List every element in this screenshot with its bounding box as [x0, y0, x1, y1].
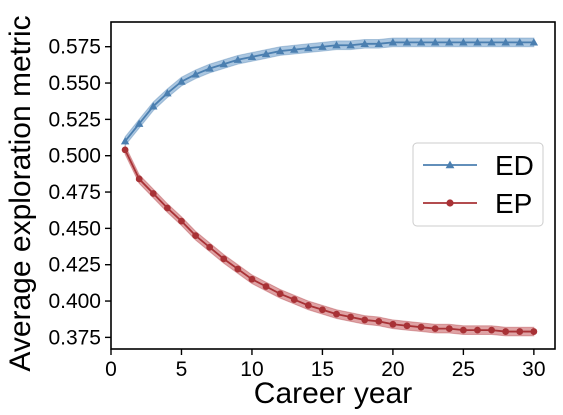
ed-point	[275, 46, 285, 55]
ep-point	[488, 326, 495, 334]
ed-point	[304, 43, 313, 52]
y-tick-label: 0.375	[48, 326, 101, 349]
ep-point	[375, 317, 383, 325]
ep-point	[304, 302, 312, 309]
ed-confidence-band	[124, 37, 535, 147]
ed-point	[416, 38, 426, 46]
ep-point	[192, 232, 199, 240]
x-tick-label: 10	[240, 358, 263, 381]
ep-point	[163, 204, 171, 212]
x-tick-label: 15	[311, 358, 334, 381]
ed-point	[318, 42, 327, 50]
ep-point	[276, 290, 284, 298]
ep-point	[347, 313, 355, 321]
ed-point	[515, 38, 524, 46]
y-axis-title: Average exploration metric	[4, 15, 37, 371]
ep-point	[516, 328, 524, 335]
ep-point	[431, 325, 439, 333]
x-tick-label: 5	[176, 358, 188, 381]
ed-point	[529, 38, 539, 46]
ed-point	[219, 59, 228, 68]
x-axis-title: Career year	[254, 377, 412, 410]
ed-point	[205, 64, 214, 72]
ep-point	[262, 283, 270, 290]
ed-point	[402, 38, 412, 46]
ep-point	[502, 328, 510, 335]
ed-point	[247, 52, 257, 61]
ep-confidence-band	[124, 145, 535, 337]
ed-legend-marker	[445, 160, 455, 169]
ed-point	[261, 49, 271, 58]
ep-point	[445, 325, 453, 333]
ed-point	[388, 38, 398, 46]
x-axis-ticks: 0 5 10 15 20 25 30	[105, 349, 546, 381]
ed-point	[120, 136, 130, 145]
plot-area-frame	[110, 21, 556, 350]
series-markers	[120, 38, 539, 335]
ed-point	[374, 39, 384, 47]
ep-point	[234, 265, 242, 273]
ed-point	[163, 89, 172, 97]
ed-series-line	[124, 41, 534, 142]
ep-point	[403, 322, 411, 330]
ed-point	[191, 70, 200, 78]
y-axis-ticks: 0.375 0.400 0.425 0.450 0.475 0.500 0.525 0.550…	[48, 36, 111, 349]
ep-point	[389, 320, 397, 328]
ep-point	[530, 328, 538, 335]
legend-item-ep: EP	[423, 188, 532, 219]
y-tick-label: 0.475	[48, 181, 101, 204]
ed-point	[430, 38, 440, 46]
y-tick-label: 0.400	[48, 290, 101, 313]
ed-point	[445, 38, 454, 46]
ep-point	[220, 255, 228, 263]
ep-point	[290, 296, 298, 303]
legend: ED EP	[412, 142, 544, 227]
ep-point	[248, 275, 256, 283]
ep-point	[149, 190, 157, 197]
ed-point	[233, 55, 243, 63]
ed-point	[177, 77, 186, 85]
ed-point	[501, 38, 510, 46]
ep-point	[417, 323, 425, 331]
ep-point	[121, 146, 129, 154]
ed-point	[360, 39, 369, 47]
y-tick-label: 0.425	[48, 254, 101, 277]
y-tick-label: 0.550	[48, 72, 101, 95]
ep-point	[474, 326, 481, 334]
ed-point	[346, 41, 355, 49]
ed-point	[487, 38, 496, 46]
ed-point	[473, 38, 482, 46]
ed-point	[134, 119, 144, 127]
ep-legend-label: EP	[495, 188, 532, 219]
legend-item-ed: ED	[423, 150, 534, 181]
ep-point	[135, 175, 143, 183]
ep-point	[361, 316, 369, 324]
x-tick-label: 25	[452, 358, 475, 381]
ed-point	[290, 45, 299, 53]
ed-point	[459, 38, 468, 46]
y-tick-label: 0.450	[48, 217, 101, 240]
ep-point	[459, 326, 467, 334]
y-tick-label: 0.525	[48, 108, 101, 131]
ep-point	[178, 217, 185, 225]
confidence-bands	[124, 37, 535, 337]
ed-point	[149, 102, 158, 110]
y-tick-label: 0.575	[48, 36, 101, 59]
x-tick-label: 0	[105, 358, 117, 381]
ep-legend-marker	[446, 199, 454, 207]
x-tick-label: 20	[381, 358, 404, 381]
ep-point	[333, 310, 340, 318]
x-tick-label: 30	[522, 358, 545, 381]
y-tick-label: 0.500	[48, 145, 101, 168]
legend-box	[412, 142, 544, 227]
ed-legend-label: ED	[495, 150, 534, 181]
ep-point	[206, 243, 214, 251]
ep-point	[319, 306, 326, 314]
ed-point	[332, 41, 341, 49]
